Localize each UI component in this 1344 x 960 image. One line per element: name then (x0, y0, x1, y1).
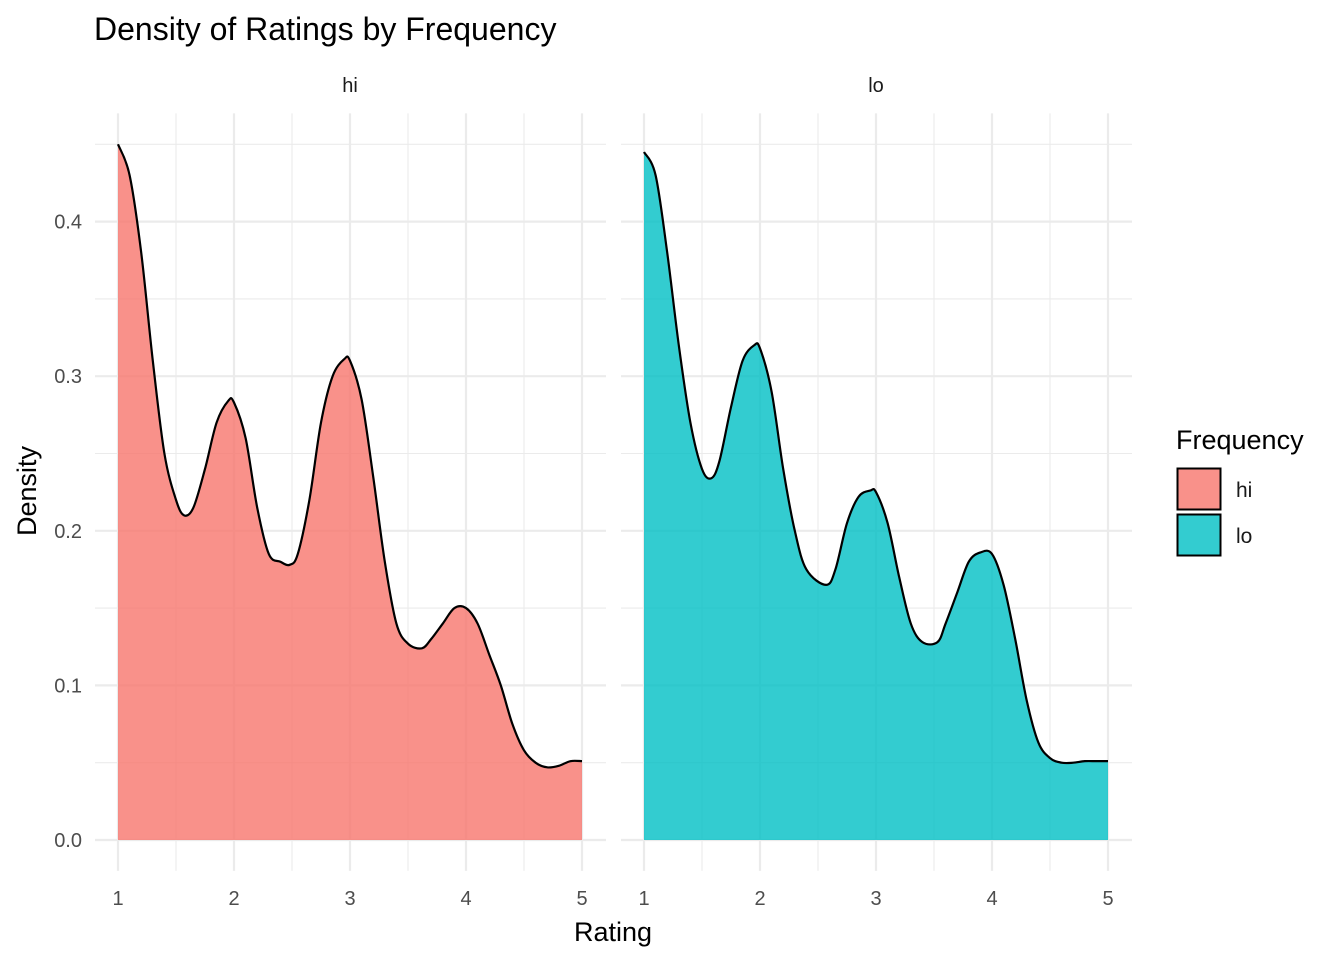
legend-key-hi (1176, 467, 1222, 511)
facet-panel-hi: 1 2 3 4 5 (95, 113, 606, 910)
legend-key-lo (1176, 513, 1222, 557)
x-axis-title: Rating (574, 917, 652, 947)
x-tick-label: 2 (754, 888, 765, 910)
y-tick-label: 0.4 (54, 212, 82, 234)
x-tick-label: 3 (344, 888, 355, 910)
y-tick-label: 0.1 (54, 675, 82, 697)
facet-label-lo: lo (868, 75, 884, 97)
x-tick-label: 1 (638, 888, 649, 910)
x-tick-label: 4 (460, 888, 471, 910)
x-tick-label: 5 (1102, 888, 1113, 910)
legend-title: Frequency (1176, 425, 1304, 455)
x-tick-label: 3 (870, 888, 881, 910)
y-tick-label: 0.3 (54, 366, 82, 388)
chart-title: Density of Ratings by Frequency (94, 11, 556, 47)
facet-panel-lo: 1 2 3 4 5 (621, 113, 1132, 910)
facet-label-hi: hi (342, 75, 358, 97)
y-tick-label: 0.2 (54, 521, 82, 543)
density-line-lo (643, 151, 1109, 765)
legend: Frequency hi lo (1176, 425, 1304, 557)
y-tick-label: 0.0 (54, 830, 82, 852)
x-tick-label: 2 (228, 888, 239, 910)
density-area-lo (644, 152, 1108, 840)
density-area-hi (118, 144, 582, 841)
x-tick-label: 5 (576, 888, 587, 910)
y-axis-title: Density (12, 445, 42, 536)
legend-label-lo: lo (1236, 525, 1252, 548)
legend-label-hi: hi (1236, 479, 1252, 502)
x-tick-label: 4 (986, 888, 997, 910)
density-line-hi (116, 143, 583, 769)
x-tick-label: 1 (112, 888, 123, 910)
